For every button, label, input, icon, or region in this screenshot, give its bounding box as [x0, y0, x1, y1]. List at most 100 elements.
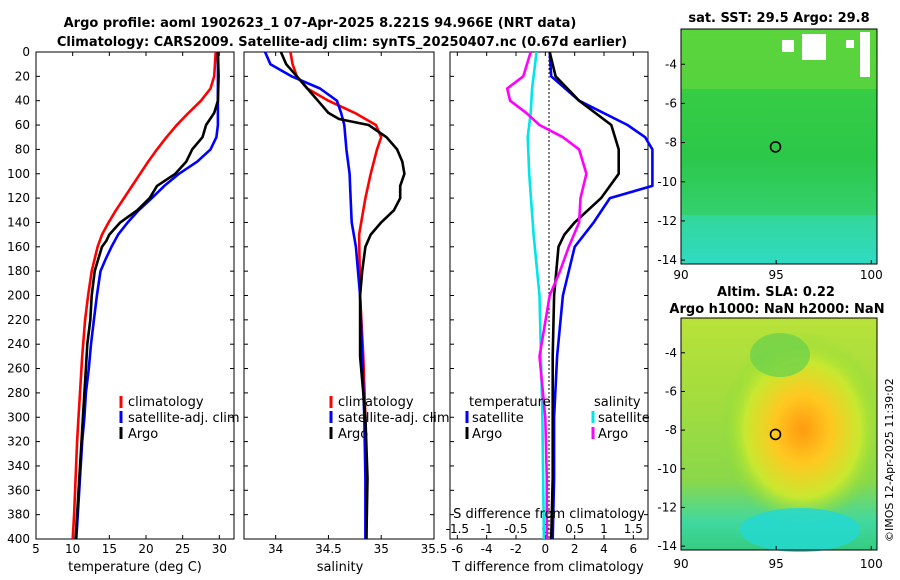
- latitude-tick-label: -10: [657, 175, 677, 189]
- x-tick-label: 35.5: [421, 542, 448, 556]
- legend-climatology-label: climatology: [338, 395, 414, 410]
- depth-tick-label: 380: [7, 508, 30, 522]
- temperature-tick-labels: 5 10 15 20 25 30: [32, 52, 227, 556]
- sst-cloud-patch: [782, 40, 794, 52]
- depth-tick-label: 360: [7, 483, 30, 497]
- series-line-temperature-satellite: [548, 51, 654, 540]
- legend-argo-label: Argo: [128, 427, 158, 442]
- series-line-argo: [279, 51, 406, 540]
- x-tick-label: -4: [481, 542, 493, 556]
- depth-tick-label: 160: [7, 240, 30, 254]
- series-line-salinity-argo: [505, 51, 588, 539]
- depth-tick-label: 260: [7, 362, 30, 376]
- salinity-panel: 34 34.5 35 35.5 salinity climatology satell…: [243, 51, 450, 575]
- difference-panel: -6 -4 -2 0 2 4 6 -1.5 -1 -0.5 0 0.5 1 1.5 S differen…: [446, 51, 654, 575]
- latitude-tick-label: -14: [657, 539, 677, 553]
- depth-tick-label: 340: [7, 459, 30, 473]
- latitude-tick-label: -8: [665, 136, 677, 150]
- x-tick-label: 34.5: [315, 542, 342, 556]
- longitude-tick-label: 100: [860, 268, 883, 282]
- s-difference-tick-label: -0.5: [504, 522, 527, 536]
- s-difference-tick-label: 1: [600, 522, 608, 536]
- legend-t-argo-label: Argo: [472, 427, 502, 442]
- salinity-axes-box: [243, 51, 435, 540]
- depth-tick-label: 180: [7, 264, 30, 278]
- s-difference-tick-label: 0.5: [565, 522, 584, 536]
- temperature-series: [36, 51, 234, 540]
- x-tick-label: 30: [212, 542, 227, 556]
- depth-tick-label: 140: [7, 215, 30, 229]
- imos-watermark: ©IMOS 12-Apr-2025 11:39:02: [883, 378, 896, 542]
- difference-legend: temperature satellite Argo salinity sate…: [465, 395, 650, 442]
- longitude-tick-label: 90: [673, 268, 688, 282]
- depth-tick-label: 220: [7, 313, 30, 327]
- latitude-tick-label: -12: [657, 214, 677, 228]
- legend-satellite-label: satellite-adj. clim: [338, 411, 450, 426]
- salinity-xlabel: salinity: [317, 560, 364, 575]
- x-tick-label: -2: [510, 542, 522, 556]
- x-tick-label: 25: [175, 542, 190, 556]
- sst-field: [681, 29, 877, 264]
- legend-salinity-heading: salinity: [594, 395, 641, 410]
- legend-climatology-label: climatology: [128, 395, 204, 410]
- figure-title-line1: Argo profile: aoml 1902623_1 07-Apr-2025…: [64, 16, 577, 31]
- series-line-temperature-argo: [548, 51, 621, 540]
- sst-warm-band: [681, 29, 877, 89]
- depth-tick-label: 40: [15, 94, 30, 108]
- depth-tick-label: 320: [7, 435, 30, 449]
- sla-cool-patch: [740, 508, 860, 552]
- series-line-climatology: [71, 51, 217, 540]
- depth-tick-label: 100: [7, 167, 30, 181]
- legend-s-satellite-label: satellite: [598, 411, 650, 426]
- series-line-satellite-adj-clim: [75, 52, 220, 540]
- temperature-xlabel: temperature (deg C): [68, 560, 202, 575]
- depth-tick-label: 80: [15, 142, 30, 156]
- sst-map-frame: [680, 28, 878, 265]
- x-tick-label: 4: [600, 542, 608, 556]
- s-difference-tick-labels: -1.5 -1 -0.5 0 0.5 1 1.5: [446, 522, 643, 536]
- depth-tick-label: 120: [7, 191, 30, 205]
- difference-series: [450, 51, 654, 540]
- sst-cloud-patch: [860, 32, 870, 77]
- s-difference-tick-label: -1.5: [446, 522, 469, 536]
- depth-tick-label: 200: [7, 289, 30, 303]
- sst-map-tick-labels: 90 95 100 -4 -6 -8 -10 -12 -14: [657, 57, 882, 282]
- legend-argo-label: Argo: [338, 427, 368, 442]
- x-tick-label: -6: [451, 542, 463, 556]
- temperature-axes-box: [35, 51, 235, 540]
- salinity-series: [244, 51, 434, 540]
- legend-s-argo-label: Argo: [598, 427, 628, 442]
- sst-map-title: sat. SST: 29.5 Argo: 29.8: [688, 11, 869, 26]
- x-tick-label: 15: [102, 542, 117, 556]
- latitude-tick-label: -8: [665, 423, 677, 437]
- latitude-tick-label: -10: [657, 462, 677, 476]
- x-tick-label: 0: [542, 542, 550, 556]
- figure-title-line2: Climatology: CARS2009. Satellite-adj cli…: [57, 35, 627, 50]
- x-tick-label: 10: [65, 542, 80, 556]
- sla-map-tick-labels: 90 95 100 -4 -6 -8 -10 -12 -14: [657, 346, 882, 571]
- legend-temperature-heading: temperature: [469, 395, 551, 410]
- longitude-tick-label: 100: [860, 557, 883, 571]
- temperature-legend: climatology satellite-adj. clim Argo: [119, 395, 240, 442]
- legend-t-satellite-label: satellite: [472, 411, 524, 426]
- sla-map-frame: [680, 317, 878, 551]
- latitude-tick-label: -4: [665, 57, 677, 71]
- latitude-tick-label: -12: [657, 500, 677, 514]
- latitude-tick-label: -6: [665, 384, 677, 398]
- series-line-argo: [74, 51, 220, 540]
- x-tick-label: 20: [138, 542, 153, 556]
- salinity-tick-labels: 34 34.5 35 35.5: [268, 52, 447, 556]
- depth-tick-label: 400: [7, 532, 30, 546]
- depth-tick-labels: 0 20 40 60 80 100 120 140 160 180 200 220 240 260 280 3…: [7, 45, 30, 546]
- sla-low-patch: [750, 333, 810, 377]
- sst-cool-band: [681, 215, 877, 264]
- longitude-tick-label: 95: [769, 557, 784, 571]
- latitude-tick-label: -14: [657, 253, 677, 267]
- x-tick-label: 2: [571, 542, 579, 556]
- depth-tick-label: 20: [15, 69, 30, 83]
- depth-tick-label: 240: [7, 337, 30, 351]
- latitude-tick-label: -4: [665, 346, 677, 360]
- depth-tick-label: 280: [7, 386, 30, 400]
- s-difference-xlabel: S difference from climatology: [453, 507, 645, 522]
- series-line-salinity-satellite: [526, 51, 546, 540]
